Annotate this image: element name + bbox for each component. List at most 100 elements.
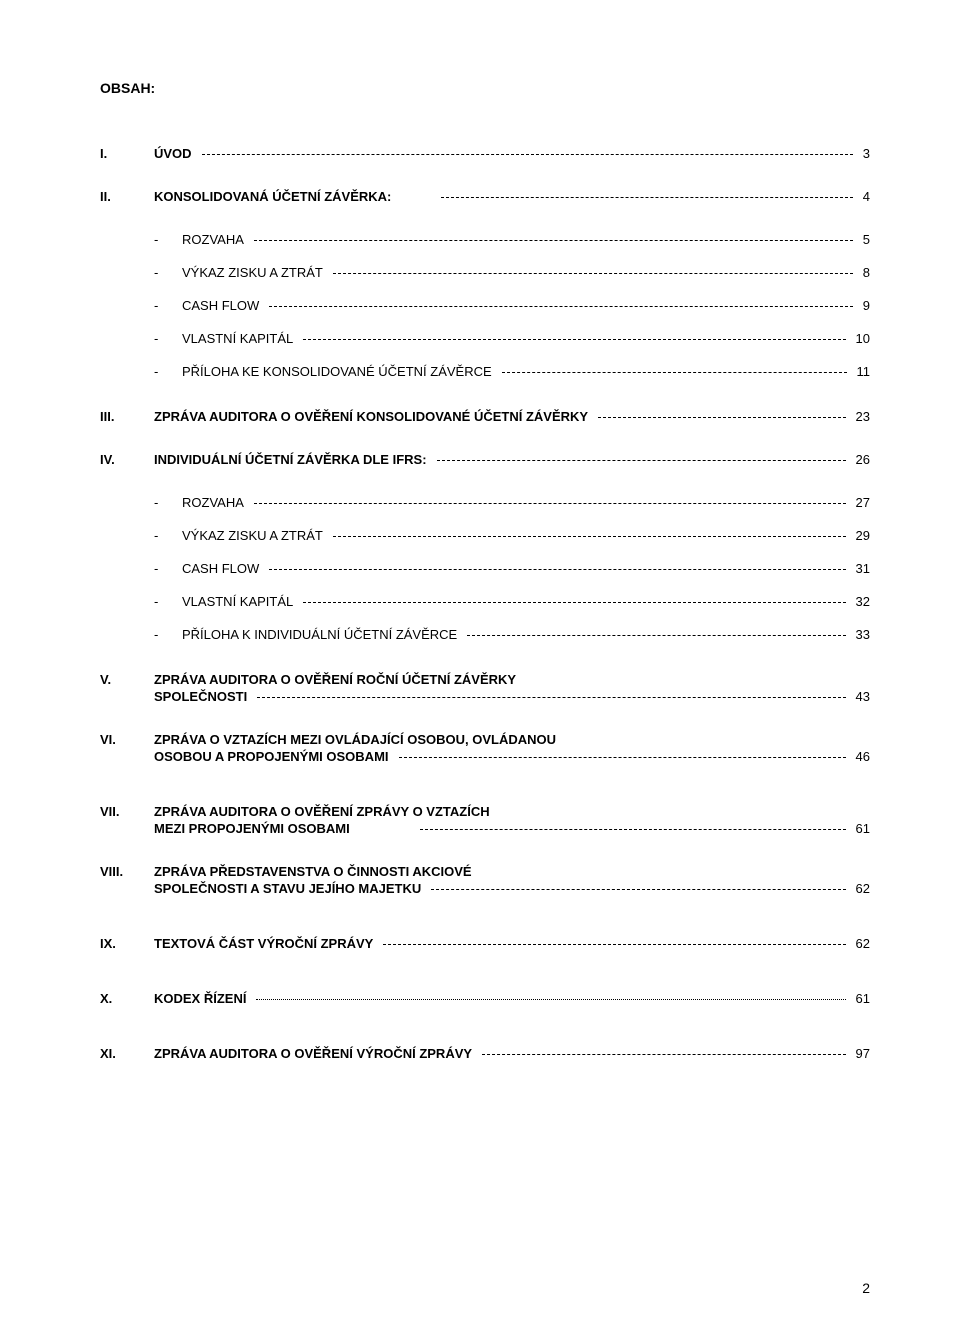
toc-leader — [256, 999, 845, 1000]
toc-page: 31 — [850, 561, 870, 576]
toc-dash: - — [154, 627, 182, 642]
table-of-contents: I. ÚVOD 3 II. KONSOLIDOVANÁ ÚČETNÍ ZÁVĚR… — [100, 146, 870, 1061]
toc-leader — [441, 197, 852, 198]
toc-dash: - — [154, 232, 182, 247]
toc-leader — [431, 889, 845, 890]
toc-page: 5 — [857, 232, 870, 247]
toc-entry: X. KODEX ŘÍZENÍ 61 — [100, 991, 870, 1006]
toc-leader — [303, 602, 845, 603]
toc-label: ZPRÁVA O VZTAZÍCH MEZI OVLÁDAJÍCÍ OSOBOU… — [154, 732, 562, 747]
toc-label: CASH FLOW — [182, 561, 265, 576]
toc-label: KONSOLIDOVANÁ ÚČETNÍ ZÁVĚRKA: — [154, 189, 397, 204]
toc-leader — [467, 635, 845, 636]
toc-label: VÝKAZ ZISKU A ZTRÁT — [182, 265, 329, 280]
toc-leader — [269, 569, 845, 570]
toc-label: ÚVOD — [154, 146, 198, 161]
toc-leader — [333, 536, 846, 537]
toc-leader — [202, 154, 853, 155]
toc-subentry: - VLASTNÍ KAPITÁL 32 — [100, 594, 870, 609]
toc-label: PŘÍLOHA K INDIVIDUÁLNÍ ÚČETNÍ ZÁVĚRCE — [182, 627, 463, 642]
page: OBSAH: I. ÚVOD 3 II. KONSOLIDOVANÁ ÚČETN… — [0, 0, 960, 1336]
toc-leader — [502, 372, 847, 373]
toc-page: 33 — [850, 627, 870, 642]
toc-leader — [598, 417, 845, 418]
toc-num: VIII. — [100, 864, 154, 879]
toc-num: I. — [100, 146, 154, 161]
toc-label: ROZVAHA — [182, 232, 250, 247]
toc-page: 43 — [850, 689, 870, 704]
toc-page: 61 — [850, 821, 870, 836]
toc-leader — [399, 757, 846, 758]
toc-entry: VII. ZPRÁVA AUDITORA O OVĚŘENÍ ZPRÁVY O … — [100, 804, 870, 836]
toc-page: 4 — [857, 189, 870, 204]
toc-subentry: - PŘÍLOHA K INDIVIDUÁLNÍ ÚČETNÍ ZÁVĚRCE … — [100, 627, 870, 642]
toc-num: IV. — [100, 452, 154, 467]
toc-dash: - — [154, 495, 182, 510]
toc-leader — [333, 273, 853, 274]
toc-entry: III. ZPRÁVA AUDITORA O OVĚŘENÍ KONSOLIDO… — [100, 409, 870, 424]
toc-entry: XI. ZPRÁVA AUDITORA O OVĚŘENÍ VÝROČNÍ ZP… — [100, 1046, 870, 1061]
toc-subentry: - VLASTNÍ KAPITÁL 10 — [100, 331, 870, 346]
toc-subentry: - ROZVAHA 27 — [100, 495, 870, 510]
toc-page: 27 — [850, 495, 870, 510]
toc-label: INDIVIDUÁLNÍ ÚČETNÍ ZÁVĚRKA DLE IFRS: — [154, 452, 433, 467]
toc-subgroup: - ROZVAHA 5 - VÝKAZ ZISKU A ZTRÁT 8 - CA… — [100, 232, 870, 379]
toc-subentry: - CASH FLOW 9 — [100, 298, 870, 313]
toc-num: III. — [100, 409, 154, 424]
toc-num: IX. — [100, 936, 154, 951]
toc-leader — [420, 829, 846, 830]
toc-label: OSOBOU A PROPOJENÝMI OSOBAMI — [154, 749, 395, 764]
toc-leader — [254, 503, 846, 504]
toc-label: SPOLEČNOSTI — [154, 689, 253, 704]
toc-entry: IX. TEXTOVÁ ČÁST VÝROČNÍ ZPRÁVY 62 — [100, 936, 870, 951]
toc-leader — [269, 306, 852, 307]
toc-dash: - — [154, 561, 182, 576]
toc-label: VLASTNÍ KAPITÁL — [182, 594, 299, 609]
toc-label: ZPRÁVA PŘEDSTAVENSTVA O ČINNOSTI AKCIOVÉ — [154, 864, 478, 879]
page-title: OBSAH: — [100, 80, 870, 96]
toc-dash: - — [154, 265, 182, 280]
toc-page: 29 — [850, 528, 870, 543]
toc-label: ZPRÁVA AUDITORA O OVĚŘENÍ ROČNÍ ÚČETNÍ Z… — [154, 672, 522, 687]
toc-leader — [383, 944, 845, 945]
toc-dash: - — [154, 298, 182, 313]
toc-leader — [482, 1054, 845, 1055]
toc-entry: IV. INDIVIDUÁLNÍ ÚČETNÍ ZÁVĚRKA DLE IFRS… — [100, 452, 870, 467]
toc-leader — [254, 240, 853, 241]
toc-entry: V. ZPRÁVA AUDITORA O OVĚŘENÍ ROČNÍ ÚČETN… — [100, 672, 870, 704]
toc-page: 23 — [850, 409, 870, 424]
toc-leader — [257, 697, 845, 698]
toc-num: X. — [100, 991, 154, 1006]
toc-page: 46 — [850, 749, 870, 764]
toc-page: 8 — [857, 265, 870, 280]
toc-dash: - — [154, 331, 182, 346]
toc-dash: - — [154, 528, 182, 543]
toc-subentry: - VÝKAZ ZISKU A ZTRÁT 29 — [100, 528, 870, 543]
toc-page: 9 — [857, 298, 870, 313]
toc-subgroup: - ROZVAHA 27 - VÝKAZ ZISKU A ZTRÁT 29 - … — [100, 495, 870, 642]
toc-label: PŘÍLOHA KE KONSOLIDOVANÉ ÚČETNÍ ZÁVĚRCE — [182, 364, 498, 379]
toc-label: ROZVAHA — [182, 495, 250, 510]
toc-num: XI. — [100, 1046, 154, 1061]
toc-entry: II. KONSOLIDOVANÁ ÚČETNÍ ZÁVĚRKA: 4 — [100, 189, 870, 204]
toc-subentry: - ROZVAHA 5 — [100, 232, 870, 247]
toc-num: VI. — [100, 732, 154, 747]
toc-label: TEXTOVÁ ČÁST VÝROČNÍ ZPRÁVY — [154, 936, 379, 951]
toc-label: ZPRÁVA AUDITORA O OVĚŘENÍ KONSOLIDOVANÉ … — [154, 409, 594, 424]
toc-label: ZPRÁVA AUDITORA O OVĚŘENÍ VÝROČNÍ ZPRÁVY — [154, 1046, 478, 1061]
toc-page: 11 — [851, 364, 871, 379]
toc-leader — [437, 460, 846, 461]
toc-leader — [303, 339, 845, 340]
toc-label: VÝKAZ ZISKU A ZTRÁT — [182, 528, 329, 543]
toc-page: 26 — [850, 452, 870, 467]
toc-page: 3 — [857, 146, 870, 161]
toc-label: MEZI PROPOJENÝMI OSOBAMI — [154, 821, 356, 836]
toc-dash: - — [154, 594, 182, 609]
toc-num: II. — [100, 189, 154, 204]
toc-label: KODEX ŘÍZENÍ — [154, 991, 252, 1006]
toc-page: 32 — [850, 594, 870, 609]
toc-subentry: - PŘÍLOHA KE KONSOLIDOVANÉ ÚČETNÍ ZÁVĚRC… — [100, 364, 870, 379]
toc-page: 10 — [850, 331, 870, 346]
toc-page: 62 — [850, 881, 870, 896]
toc-subentry: - VÝKAZ ZISKU A ZTRÁT 8 — [100, 265, 870, 280]
